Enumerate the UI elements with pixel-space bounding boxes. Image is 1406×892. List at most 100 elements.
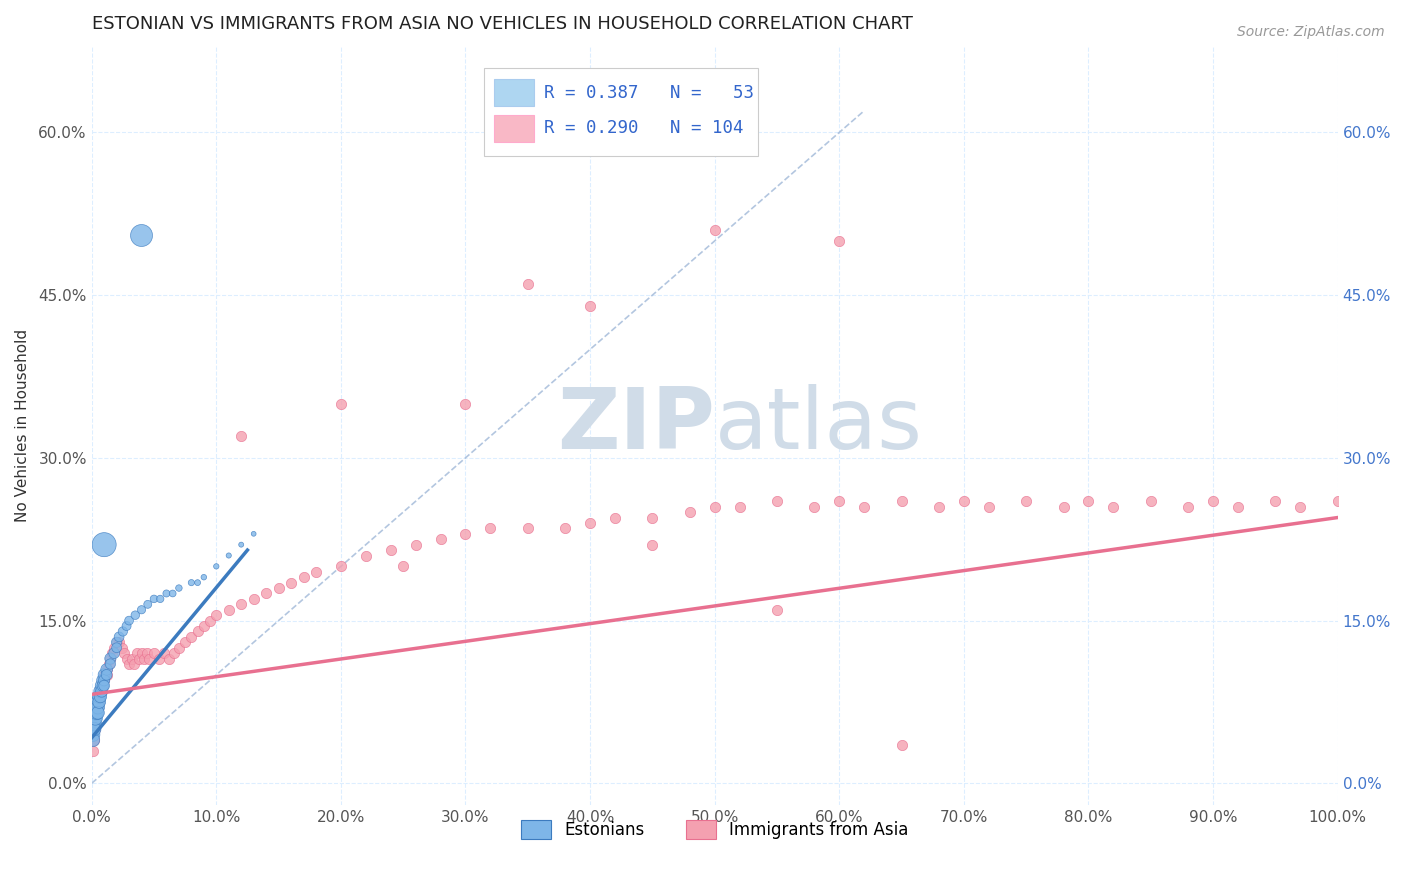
Point <box>91 673 114 688</box>
Point <box>703 223 725 237</box>
Point <box>579 516 602 530</box>
Point <box>84 722 107 736</box>
Point <box>1015 494 1038 508</box>
Point <box>93 679 115 693</box>
Point <box>86 706 108 720</box>
Point <box>603 510 626 524</box>
Point <box>93 673 115 688</box>
Text: atlas: atlas <box>714 384 922 467</box>
Point <box>205 559 228 574</box>
Point <box>429 533 451 547</box>
Y-axis label: No Vehicles in Household: No Vehicles in Household <box>15 329 30 522</box>
Point <box>100 657 122 671</box>
Point <box>93 668 115 682</box>
Point <box>454 397 477 411</box>
Point <box>1264 494 1286 508</box>
Point <box>890 494 912 508</box>
Point <box>91 679 114 693</box>
Point <box>93 538 115 552</box>
Point <box>392 559 415 574</box>
Point <box>1326 494 1348 508</box>
Point <box>82 722 104 736</box>
Point <box>641 538 664 552</box>
Point <box>132 651 155 665</box>
Point <box>136 597 159 611</box>
Point <box>96 668 118 682</box>
Point <box>187 575 209 590</box>
Point <box>155 586 177 600</box>
FancyBboxPatch shape <box>494 115 534 142</box>
Point <box>89 690 111 704</box>
Point <box>193 619 215 633</box>
Point <box>84 711 107 725</box>
Point <box>96 662 118 676</box>
Point <box>93 673 115 688</box>
Point <box>516 277 538 292</box>
Point <box>380 543 402 558</box>
Point <box>267 581 290 595</box>
Point <box>98 657 121 671</box>
Point <box>122 657 145 671</box>
Point <box>86 700 108 714</box>
Point <box>89 690 111 704</box>
Point <box>90 679 112 693</box>
Point <box>149 591 172 606</box>
Text: Source: ZipAtlas.com: Source: ZipAtlas.com <box>1237 25 1385 39</box>
Point <box>100 651 122 665</box>
Point <box>91 679 114 693</box>
Point <box>231 429 253 443</box>
Point <box>89 684 111 698</box>
Point <box>167 581 190 595</box>
Point <box>231 538 253 552</box>
Point <box>205 608 228 623</box>
Point <box>167 640 190 655</box>
Point <box>128 651 150 665</box>
Point <box>138 651 160 665</box>
Point <box>153 646 176 660</box>
Point <box>329 559 352 574</box>
Point <box>118 657 141 671</box>
Point <box>1102 500 1125 514</box>
Point <box>803 500 825 514</box>
Point <box>766 494 789 508</box>
Point <box>86 700 108 714</box>
Point <box>87 695 110 709</box>
Text: R = 0.387   N =   53: R = 0.387 N = 53 <box>544 84 754 102</box>
Point <box>82 727 104 741</box>
Point <box>90 684 112 698</box>
Point <box>118 614 141 628</box>
Point <box>124 608 146 623</box>
Point <box>135 646 157 660</box>
Point <box>157 651 180 665</box>
Point <box>198 614 221 628</box>
Point <box>83 733 105 747</box>
Point <box>853 500 876 514</box>
Point <box>103 640 125 655</box>
Point <box>131 228 153 243</box>
Point <box>1177 500 1199 514</box>
Point <box>703 500 725 514</box>
Point <box>454 526 477 541</box>
Point <box>83 722 105 736</box>
Point <box>174 635 197 649</box>
Point <box>1077 494 1099 508</box>
Point <box>115 651 138 665</box>
Point <box>83 711 105 725</box>
Point <box>105 640 128 655</box>
Point <box>187 624 209 639</box>
Legend: Estonians, Immigrants from Asia: Estonians, Immigrants from Asia <box>515 814 915 846</box>
Point <box>115 619 138 633</box>
Point <box>516 521 538 535</box>
Point <box>84 711 107 725</box>
Point <box>180 630 202 644</box>
Point <box>125 646 148 660</box>
Point <box>105 635 128 649</box>
Point <box>112 646 135 660</box>
Point <box>242 526 264 541</box>
Point <box>103 646 125 660</box>
Point <box>254 586 277 600</box>
Point <box>87 700 110 714</box>
Point <box>82 733 104 747</box>
Point <box>1202 494 1225 508</box>
Point <box>90 679 112 693</box>
